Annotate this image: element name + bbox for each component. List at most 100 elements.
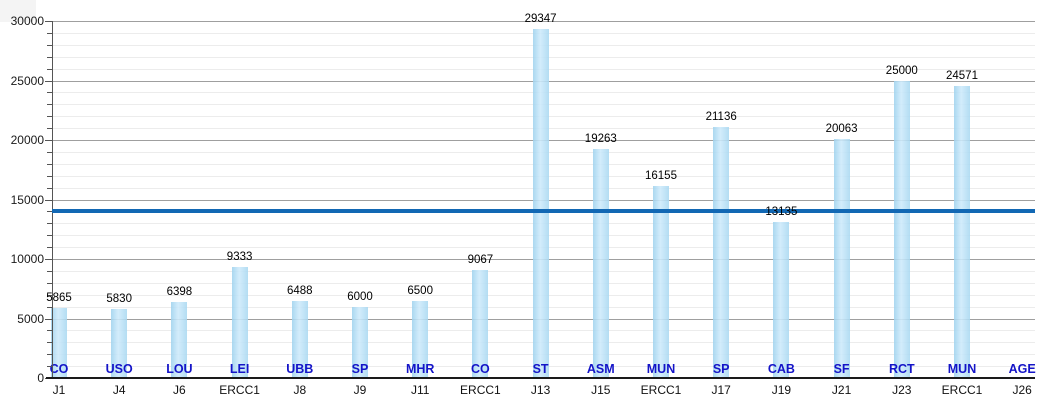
bar	[352, 306, 368, 378]
y-axis-tick	[47, 116, 52, 118]
series-code-label: CAB	[767, 362, 795, 376]
y-axis-tick	[47, 187, 52, 189]
bar-value-label: 29347	[524, 12, 557, 25]
y-axis-tick	[45, 140, 52, 141]
y-axis-tick	[45, 318, 52, 320]
bar	[171, 301, 188, 378]
y-axis-tick	[45, 259, 52, 260]
window-corner-artifact	[0, 0, 36, 22]
category-label: J8	[293, 383, 307, 397]
y-axis-tick	[47, 175, 52, 177]
series-code-label: SF	[833, 362, 850, 376]
series-code-label: MHR	[405, 362, 435, 376]
series-code-label: AGE	[1008, 362, 1036, 376]
average-reference-line	[52, 209, 1035, 214]
bar-value-label: 21136	[705, 110, 737, 123]
series-code-label: ST	[532, 362, 549, 376]
y-axis-tick	[47, 342, 52, 344]
series-code-label: MUN	[947, 362, 977, 376]
category-label: ERCC1	[640, 383, 682, 397]
series-code-label: UBB	[286, 362, 314, 376]
x-axis-line	[46, 377, 1035, 379]
bar	[833, 139, 850, 378]
bar	[954, 85, 970, 378]
y-axis-tick	[47, 270, 52, 272]
y-axis-line	[52, 21, 53, 378]
series-code-label: USO	[105, 362, 133, 376]
bar-value-label: 9067	[467, 254, 494, 267]
y-axis-tick	[47, 68, 52, 70]
y-axis-tick	[47, 56, 52, 58]
series-code-label: CO	[49, 362, 69, 376]
y-axis-tick-label: 0	[37, 371, 44, 385]
y-gridline-major	[52, 21, 1035, 22]
bar	[291, 300, 308, 378]
bar	[773, 221, 790, 378]
y-axis-tick-label: 5000	[17, 311, 44, 326]
category-label: J15	[591, 383, 611, 397]
y-axis-tick-label: 25000	[10, 73, 44, 88]
category-label: J21	[831, 383, 852, 397]
bar-value-label: 9333	[226, 250, 253, 263]
series-code-label: ASM	[586, 362, 615, 376]
y-axis-tick	[47, 223, 52, 225]
category-label: J11	[410, 383, 430, 397]
bar-value-label: 5830	[106, 292, 132, 305]
y-axis-tick	[47, 92, 52, 94]
category-label: J23	[892, 383, 912, 397]
bar-value-label: 6488	[287, 284, 313, 297]
bar-value-label: 6000	[347, 290, 373, 303]
bar-value-label: 19263	[584, 132, 617, 145]
bar-value-label: 20063	[825, 123, 858, 136]
y-axis-tick	[47, 354, 52, 356]
y-axis-tick	[47, 282, 52, 284]
y-axis-tick	[47, 128, 52, 130]
y-axis-tick	[47, 294, 52, 296]
y-axis-tick-label: 10000	[10, 252, 44, 266]
bar-value-label: 13135	[765, 205, 798, 218]
bar	[653, 185, 669, 378]
bar	[472, 270, 489, 378]
y-axis-tick	[47, 151, 52, 153]
category-label: J6	[173, 383, 186, 397]
category-label: ERCC1	[460, 383, 501, 397]
bar-value-label: 16155	[645, 169, 677, 182]
y-axis-tick	[47, 32, 52, 34]
y-axis-tick	[45, 199, 52, 201]
bar-value-label: 24571	[946, 69, 978, 82]
series-code-label: CO	[471, 362, 490, 376]
y-axis-tick	[47, 306, 52, 308]
y-axis-tick	[47, 235, 52, 237]
bar-value-label: 25000	[885, 64, 918, 77]
series-code-label: LEI	[229, 362, 250, 376]
bar-value-label: 5865	[46, 292, 72, 305]
category-label: J1	[52, 383, 66, 397]
y-axis-tick	[47, 366, 52, 368]
y-axis-tick	[47, 163, 52, 165]
bar	[412, 300, 429, 378]
category-label: J19	[771, 383, 792, 397]
y-axis-tick	[45, 21, 52, 22]
bar-value-label: 6500	[407, 284, 433, 297]
bar	[713, 126, 730, 378]
category-label: J4	[112, 383, 126, 397]
series-code-label: RCT	[888, 362, 915, 376]
y-axis-tick	[47, 247, 52, 249]
bar	[893, 80, 910, 378]
bar	[51, 308, 67, 378]
bar	[592, 148, 609, 378]
y-axis-tick	[45, 80, 52, 82]
bar	[231, 266, 248, 378]
bar-value-label: 6398	[166, 285, 193, 298]
bar	[532, 28, 549, 378]
y-axis-tick	[47, 211, 52, 213]
category-label: ERCC1	[941, 383, 983, 397]
series-code-label: SP	[712, 362, 730, 376]
category-label: J13	[530, 383, 551, 397]
bar	[111, 308, 128, 378]
category-label: J26	[1012, 383, 1032, 397]
y-axis-tick-label: 30000	[10, 14, 44, 28]
y-axis-tick	[47, 104, 52, 106]
series-code-label: LOU	[166, 362, 193, 376]
